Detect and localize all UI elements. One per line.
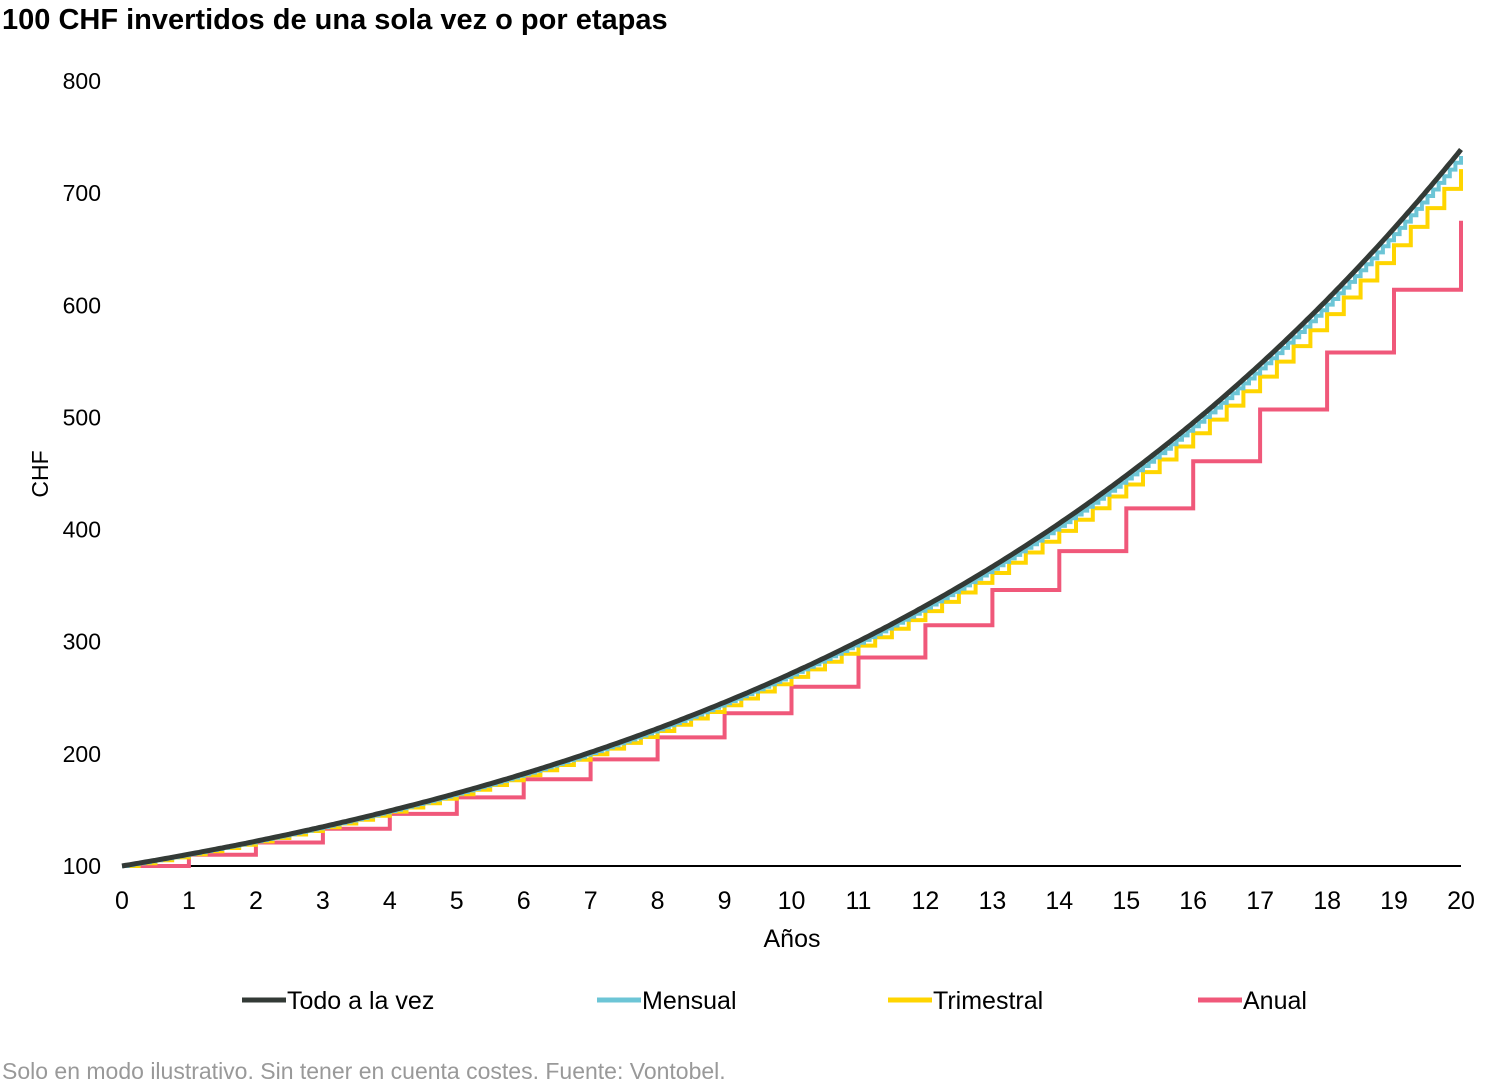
y-tick-label: 300 xyxy=(63,629,101,655)
x-tick-label: 1 xyxy=(182,887,196,915)
legend-label: Trimestral xyxy=(933,987,1043,1015)
x-tick-label: 4 xyxy=(383,887,397,915)
x-tick-label: 6 xyxy=(517,887,531,915)
legend-label: Mensual xyxy=(642,987,737,1015)
y-tick-label: 200 xyxy=(63,741,101,767)
x-tick-label: 16 xyxy=(1179,887,1207,915)
source-note: Solo en modo ilustrativo. Sin tener en c… xyxy=(2,1058,726,1084)
x-tick-label: 14 xyxy=(1045,887,1073,915)
x-tick-label: 9 xyxy=(718,887,732,915)
legend-label: Anual xyxy=(1243,987,1307,1015)
x-tick-label: 0 xyxy=(115,887,129,915)
x-tick-label: 7 xyxy=(584,887,598,915)
x-tick-label: 18 xyxy=(1313,887,1341,915)
y-tick-label: 500 xyxy=(63,404,101,430)
x-tick-label: 3 xyxy=(316,887,330,915)
x-tick-label: 15 xyxy=(1112,887,1140,915)
x-tick-label: 10 xyxy=(778,887,806,915)
y-axis-label: CHF xyxy=(27,450,53,497)
y-tick-label: 800 xyxy=(63,68,101,94)
y-tick-label: 100 xyxy=(63,853,101,879)
x-tick-label: 11 xyxy=(845,887,871,915)
y-tick-label: 600 xyxy=(63,292,101,318)
x-tick-label: 20 xyxy=(1447,887,1475,915)
x-tick-label: 8 xyxy=(651,887,665,915)
series-line-mensual xyxy=(122,156,1463,868)
series-line-trimestral xyxy=(122,169,1463,868)
y-tick-label: 400 xyxy=(63,517,101,543)
series-line-todo-a-la-vez xyxy=(121,147,1463,869)
x-tick-label: 2 xyxy=(249,887,263,915)
x-tick-label: 12 xyxy=(911,887,939,915)
x-axis-label: Años xyxy=(764,925,821,953)
x-tick-label: 19 xyxy=(1380,887,1408,915)
x-tick-label: 13 xyxy=(978,887,1006,915)
x-tick-label: 5 xyxy=(450,887,464,915)
legend-label: Todo a la vez xyxy=(287,987,434,1015)
series-line-anual xyxy=(122,220,1463,868)
x-tick-label: 17 xyxy=(1246,887,1274,915)
y-tick-label: 700 xyxy=(63,180,101,206)
chart-title: 100 CHF invertidos de una sola vez o por… xyxy=(2,4,668,36)
